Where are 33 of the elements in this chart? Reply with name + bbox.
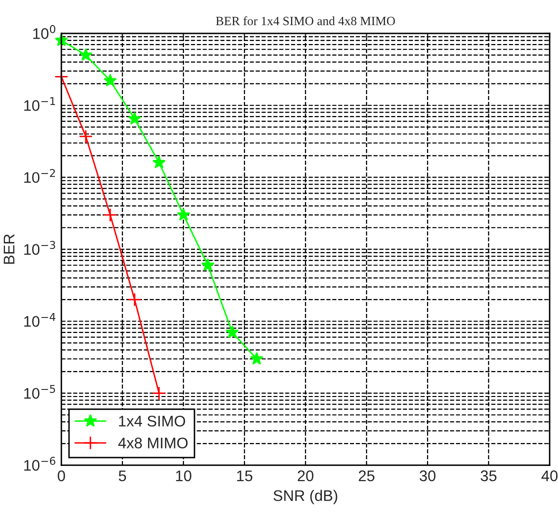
point: [128, 112, 142, 125]
x-axis-title: SNR (dB): [274, 490, 338, 504]
point: [176, 208, 190, 221]
x-tick-label: 15: [237, 470, 252, 482]
point: [78, 129, 93, 144]
x-tick-label: 30: [420, 470, 436, 482]
point: [201, 258, 214, 272]
x-tick-label: 25: [358, 470, 374, 482]
x-tick-label: 5: [118, 470, 126, 482]
point: [103, 208, 118, 222]
point: [152, 156, 166, 168]
point: [79, 48, 92, 61]
x-tick-label: 35: [480, 470, 496, 482]
y-tick-label: 10$^{−5}$: [24, 384, 56, 399]
y-tick-label: 10$^{−1}$: [24, 97, 55, 111]
point: [128, 292, 142, 307]
point: [226, 325, 239, 338]
x-tick-label: 10: [176, 470, 192, 482]
y-tick-label: 10$^{−2}$: [24, 168, 55, 183]
y-tick-label: 10$^{−4}$: [24, 313, 56, 327]
x-tick-label: 40: [541, 470, 558, 482]
chart-title: BER for 1x4 SIMO and 4x8 MIMO: [216, 16, 395, 26]
legend-label: 1x4 SIMO: [119, 416, 186, 427]
legend-label: 4x8 MIMO: [118, 438, 188, 448]
point: [250, 352, 264, 365]
point: [152, 386, 166, 400]
y-tick-label: 10$^{−3}$: [24, 240, 56, 255]
x-tick-label: 0: [58, 470, 66, 482]
y-axis-title: BER: [4, 234, 14, 264]
y-tick-label: 10$^{0}$: [33, 25, 56, 39]
x-tick-label: 20: [298, 470, 314, 482]
point: [104, 74, 117, 86]
y-tick-label: 10$^{−6}$: [24, 456, 56, 471]
